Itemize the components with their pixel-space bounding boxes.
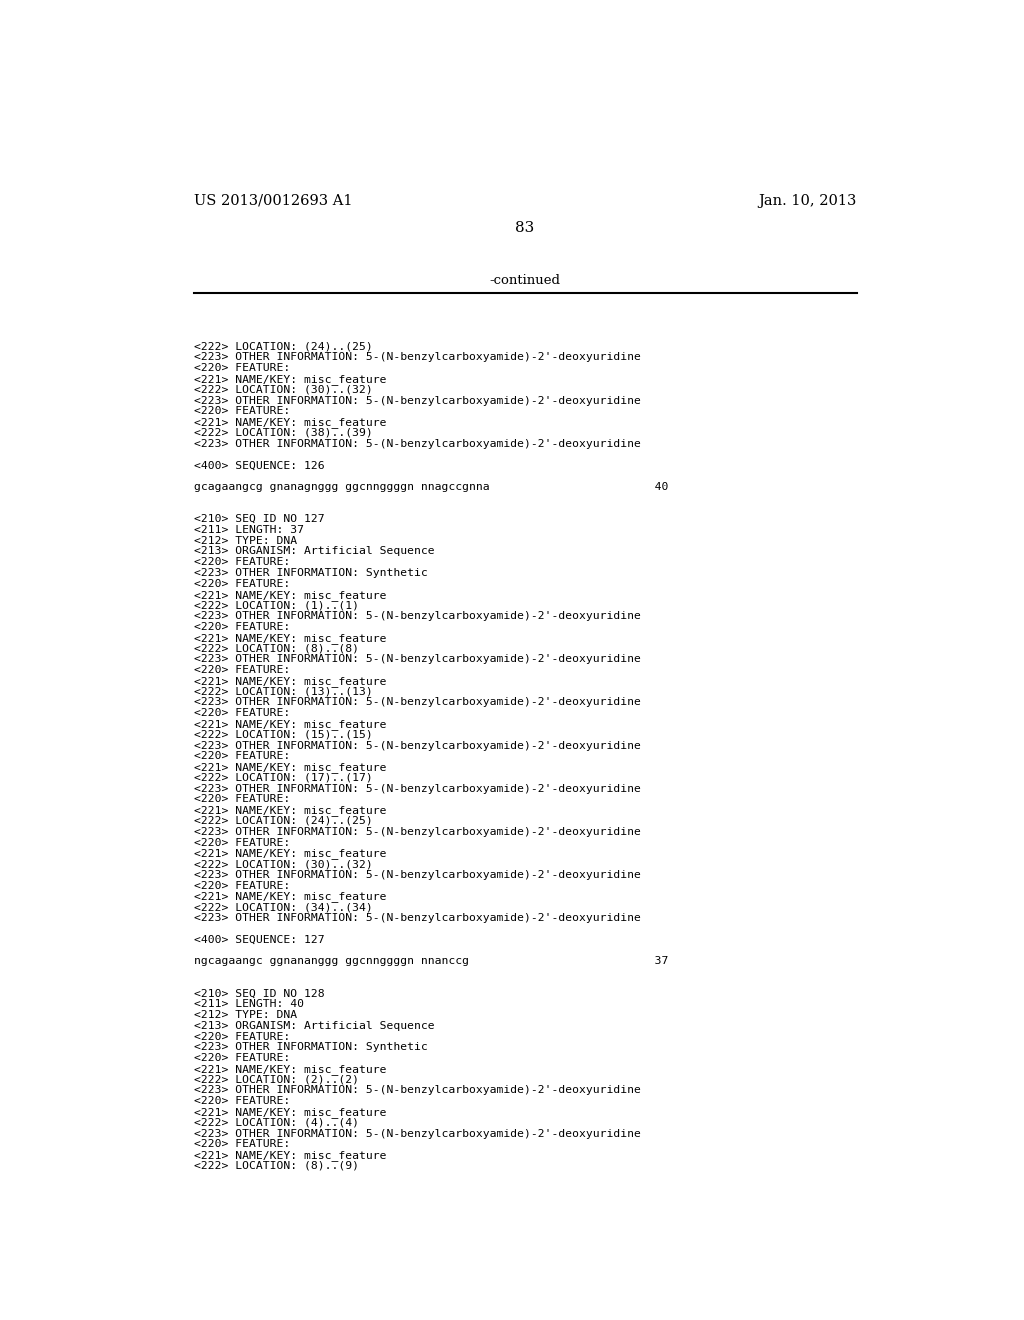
Text: <223> OTHER INFORMATION: 5-(N-benzylcarboxyamide)-2'-deoxyuridine: <223> OTHER INFORMATION: 5-(N-benzylcarb… xyxy=(194,741,641,751)
Text: <222> LOCATION: (4)..(4): <222> LOCATION: (4)..(4) xyxy=(194,1118,358,1127)
Text: <223> OTHER INFORMATION: 5-(N-benzylcarboxyamide)-2'-deoxyuridine: <223> OTHER INFORMATION: 5-(N-benzylcarb… xyxy=(194,396,641,405)
Text: <222> LOCATION: (13)..(13): <222> LOCATION: (13)..(13) xyxy=(194,686,373,697)
Text: <222> LOCATION: (17)..(17): <222> LOCATION: (17)..(17) xyxy=(194,774,373,783)
Text: <221> NAME/KEY: misc_feature: <221> NAME/KEY: misc_feature xyxy=(194,417,386,428)
Text: gcagaangcg gnanagnggg ggcnnggggn nnagccgnna                        40: gcagaangcg gnanagnggg ggcnnggggn nnagccg… xyxy=(194,482,669,492)
Text: <222> LOCATION: (24)..(25): <222> LOCATION: (24)..(25) xyxy=(194,816,373,826)
Text: ngcagaangc ggnananggg ggcnnggggn nnanccg                           37: ngcagaangc ggnananggg ggcnnggggn nnanccg… xyxy=(194,956,669,966)
Text: <220> FEATURE:: <220> FEATURE: xyxy=(194,751,290,762)
Text: <222> LOCATION: (30)..(32): <222> LOCATION: (30)..(32) xyxy=(194,385,373,395)
Text: <220> FEATURE:: <220> FEATURE: xyxy=(194,1053,290,1063)
Text: <223> OTHER INFORMATION: 5-(N-benzylcarboxyamide)-2'-deoxyuridine: <223> OTHER INFORMATION: 5-(N-benzylcarb… xyxy=(194,655,641,664)
Text: <223> OTHER INFORMATION: Synthetic: <223> OTHER INFORMATION: Synthetic xyxy=(194,568,428,578)
Text: <221> NAME/KEY: misc_feature: <221> NAME/KEY: misc_feature xyxy=(194,762,386,774)
Text: <223> OTHER INFORMATION: 5-(N-benzylcarboxyamide)-2'-deoxyuridine: <223> OTHER INFORMATION: 5-(N-benzylcarb… xyxy=(194,826,641,837)
Text: <221> NAME/KEY: misc_feature: <221> NAME/KEY: misc_feature xyxy=(194,719,386,730)
Text: <223> OTHER INFORMATION: 5-(N-benzylcarboxyamide)-2'-deoxyuridine: <223> OTHER INFORMATION: 5-(N-benzylcarb… xyxy=(194,870,641,880)
Text: <222> LOCATION: (30)..(32): <222> LOCATION: (30)..(32) xyxy=(194,859,373,869)
Text: <221> NAME/KEY: misc_feature: <221> NAME/KEY: misc_feature xyxy=(194,805,386,816)
Text: <220> FEATURE:: <220> FEATURE: xyxy=(194,1096,290,1106)
Text: <222> LOCATION: (34)..(34): <222> LOCATION: (34)..(34) xyxy=(194,903,373,912)
Text: <223> OTHER INFORMATION: Synthetic: <223> OTHER INFORMATION: Synthetic xyxy=(194,1043,428,1052)
Text: <222> LOCATION: (38)..(39): <222> LOCATION: (38)..(39) xyxy=(194,428,373,438)
Text: <220> FEATURE:: <220> FEATURE: xyxy=(194,557,290,568)
Text: <223> OTHER INFORMATION: 5-(N-benzylcarboxyamide)-2'-deoxyuridine: <223> OTHER INFORMATION: 5-(N-benzylcarb… xyxy=(194,1085,641,1096)
Text: <400> SEQUENCE: 126: <400> SEQUENCE: 126 xyxy=(194,461,325,470)
Text: <223> OTHER INFORMATION: 5-(N-benzylcarboxyamide)-2'-deoxyuridine: <223> OTHER INFORMATION: 5-(N-benzylcarb… xyxy=(194,784,641,793)
Text: <221> NAME/KEY: misc_feature: <221> NAME/KEY: misc_feature xyxy=(194,1064,386,1074)
Text: <221> NAME/KEY: misc_feature: <221> NAME/KEY: misc_feature xyxy=(194,1107,386,1118)
Text: <212> TYPE: DNA: <212> TYPE: DNA xyxy=(194,536,297,545)
Text: 83: 83 xyxy=(515,220,535,235)
Text: Jan. 10, 2013: Jan. 10, 2013 xyxy=(758,194,856,207)
Text: <220> FEATURE:: <220> FEATURE: xyxy=(194,1032,290,1041)
Text: <211> LENGTH: 37: <211> LENGTH: 37 xyxy=(194,525,304,535)
Text: <221> NAME/KEY: misc_feature: <221> NAME/KEY: misc_feature xyxy=(194,374,386,385)
Text: <220> FEATURE:: <220> FEATURE: xyxy=(194,622,290,632)
Text: <222> LOCATION: (2)..(2): <222> LOCATION: (2)..(2) xyxy=(194,1074,358,1085)
Text: <220> FEATURE:: <220> FEATURE: xyxy=(194,880,290,891)
Text: <222> LOCATION: (15)..(15): <222> LOCATION: (15)..(15) xyxy=(194,730,373,739)
Text: <220> FEATURE:: <220> FEATURE: xyxy=(194,1139,290,1150)
Text: <400> SEQUENCE: 127: <400> SEQUENCE: 127 xyxy=(194,935,325,945)
Text: <223> OTHER INFORMATION: 5-(N-benzylcarboxyamide)-2'-deoxyuridine: <223> OTHER INFORMATION: 5-(N-benzylcarb… xyxy=(194,1129,641,1139)
Text: <223> OTHER INFORMATION: 5-(N-benzylcarboxyamide)-2'-deoxyuridine: <223> OTHER INFORMATION: 5-(N-benzylcarb… xyxy=(194,913,641,923)
Text: <220> FEATURE:: <220> FEATURE: xyxy=(194,578,290,589)
Text: <222> LOCATION: (24)..(25): <222> LOCATION: (24)..(25) xyxy=(194,342,373,351)
Text: <220> FEATURE:: <220> FEATURE: xyxy=(194,407,290,416)
Text: <223> OTHER INFORMATION: 5-(N-benzylcarboxyamide)-2'-deoxyuridine: <223> OTHER INFORMATION: 5-(N-benzylcarb… xyxy=(194,697,641,708)
Text: <213> ORGANISM: Artificial Sequence: <213> ORGANISM: Artificial Sequence xyxy=(194,546,434,557)
Text: <220> FEATURE:: <220> FEATURE: xyxy=(194,363,290,374)
Text: <223> OTHER INFORMATION: 5-(N-benzylcarboxyamide)-2'-deoxyuridine: <223> OTHER INFORMATION: 5-(N-benzylcarb… xyxy=(194,438,641,449)
Text: <221> NAME/KEY: misc_feature: <221> NAME/KEY: misc_feature xyxy=(194,891,386,903)
Text: <220> FEATURE:: <220> FEATURE: xyxy=(194,837,290,847)
Text: <222> LOCATION: (1)..(1): <222> LOCATION: (1)..(1) xyxy=(194,601,358,610)
Text: <221> NAME/KEY: misc_feature: <221> NAME/KEY: misc_feature xyxy=(194,632,386,644)
Text: <220> FEATURE:: <220> FEATURE: xyxy=(194,665,290,675)
Text: <223> OTHER INFORMATION: 5-(N-benzylcarboxyamide)-2'-deoxyuridine: <223> OTHER INFORMATION: 5-(N-benzylcarb… xyxy=(194,352,641,363)
Text: <221> NAME/KEY: misc_feature: <221> NAME/KEY: misc_feature xyxy=(194,590,386,601)
Text: -continued: -continued xyxy=(489,273,560,286)
Text: US 2013/0012693 A1: US 2013/0012693 A1 xyxy=(194,194,352,207)
Text: <222> LOCATION: (8)..(9): <222> LOCATION: (8)..(9) xyxy=(194,1162,358,1171)
Text: <213> ORGANISM: Artificial Sequence: <213> ORGANISM: Artificial Sequence xyxy=(194,1020,434,1031)
Text: <220> FEATURE:: <220> FEATURE: xyxy=(194,708,290,718)
Text: <221> NAME/KEY: misc_feature: <221> NAME/KEY: misc_feature xyxy=(194,849,386,859)
Text: <210> SEQ ID NO 128: <210> SEQ ID NO 128 xyxy=(194,989,325,998)
Text: <211> LENGTH: 40: <211> LENGTH: 40 xyxy=(194,999,304,1010)
Text: <223> OTHER INFORMATION: 5-(N-benzylcarboxyamide)-2'-deoxyuridine: <223> OTHER INFORMATION: 5-(N-benzylcarb… xyxy=(194,611,641,622)
Text: <221> NAME/KEY: misc_feature: <221> NAME/KEY: misc_feature xyxy=(194,1150,386,1162)
Text: <221> NAME/KEY: misc_feature: <221> NAME/KEY: misc_feature xyxy=(194,676,386,686)
Text: <212> TYPE: DNA: <212> TYPE: DNA xyxy=(194,1010,297,1020)
Text: <210> SEQ ID NO 127: <210> SEQ ID NO 127 xyxy=(194,515,325,524)
Text: <222> LOCATION: (8)..(8): <222> LOCATION: (8)..(8) xyxy=(194,644,358,653)
Text: <220> FEATURE:: <220> FEATURE: xyxy=(194,795,290,804)
